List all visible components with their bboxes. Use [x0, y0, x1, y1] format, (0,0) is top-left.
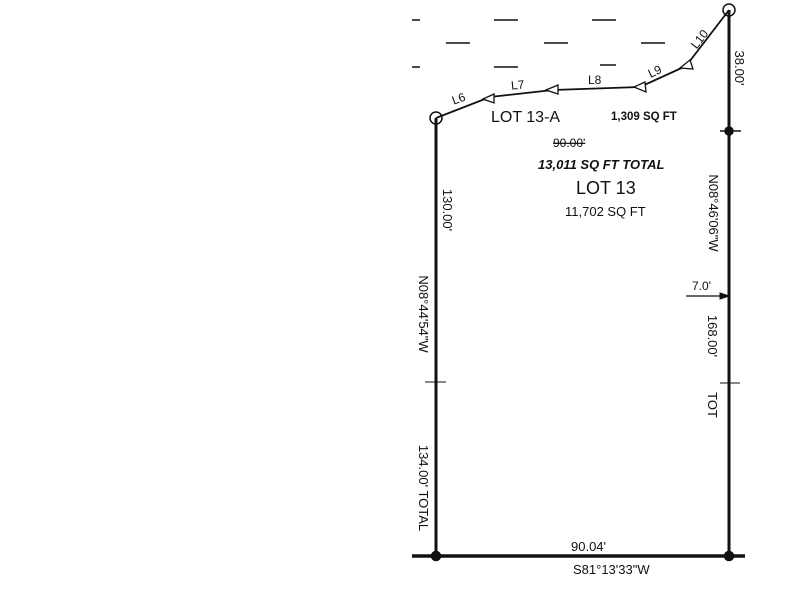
- monuments: [429, 3, 736, 562]
- offset-dimension: 7.0': [692, 279, 711, 293]
- line-label-l9: L9: [646, 62, 664, 80]
- bottom-distance: 90.04': [571, 539, 606, 554]
- corner-dot: [430, 550, 442, 562]
- right-segment-distance: 168.00': [705, 315, 720, 357]
- lot-13a-label: LOT 13-A: [491, 109, 560, 126]
- corner-circle: [429, 111, 443, 125]
- bottom-bearing: S81°13'33"W: [573, 562, 650, 577]
- line-label-l8: L8: [588, 73, 602, 87]
- lot-13-area: 11,702 SQ FT: [565, 204, 646, 219]
- total-area: 13,011 SQ FT TOTAL: [538, 157, 664, 172]
- boundary: [412, 9, 745, 558]
- left-bearing: N08°44'54"W: [416, 275, 431, 353]
- left-segment-distance: 130.00': [440, 189, 455, 231]
- left-total-distance: 134.00' TOTAL: [416, 445, 431, 531]
- corner-circle: [722, 3, 736, 17]
- right-bearing: N08°46'06"W: [706, 174, 721, 252]
- direction-arrows: [481, 58, 694, 104]
- corner-dot: [723, 550, 735, 562]
- lot-13a-area: 1,309 SQ FT: [611, 111, 677, 123]
- lot-13-label: LOT 13: [576, 178, 636, 198]
- line-label-l7: L7: [510, 77, 525, 92]
- corner-dot: [724, 126, 734, 136]
- interior-dimension: 90.00': [553, 136, 585, 150]
- right-total-label: TOT: [705, 392, 720, 418]
- line-label-l10: L10: [688, 27, 712, 52]
- line-label-l6: L6: [450, 90, 468, 108]
- right-top-distance: 38.00': [732, 50, 747, 85]
- dashed-lines: [412, 19, 665, 68]
